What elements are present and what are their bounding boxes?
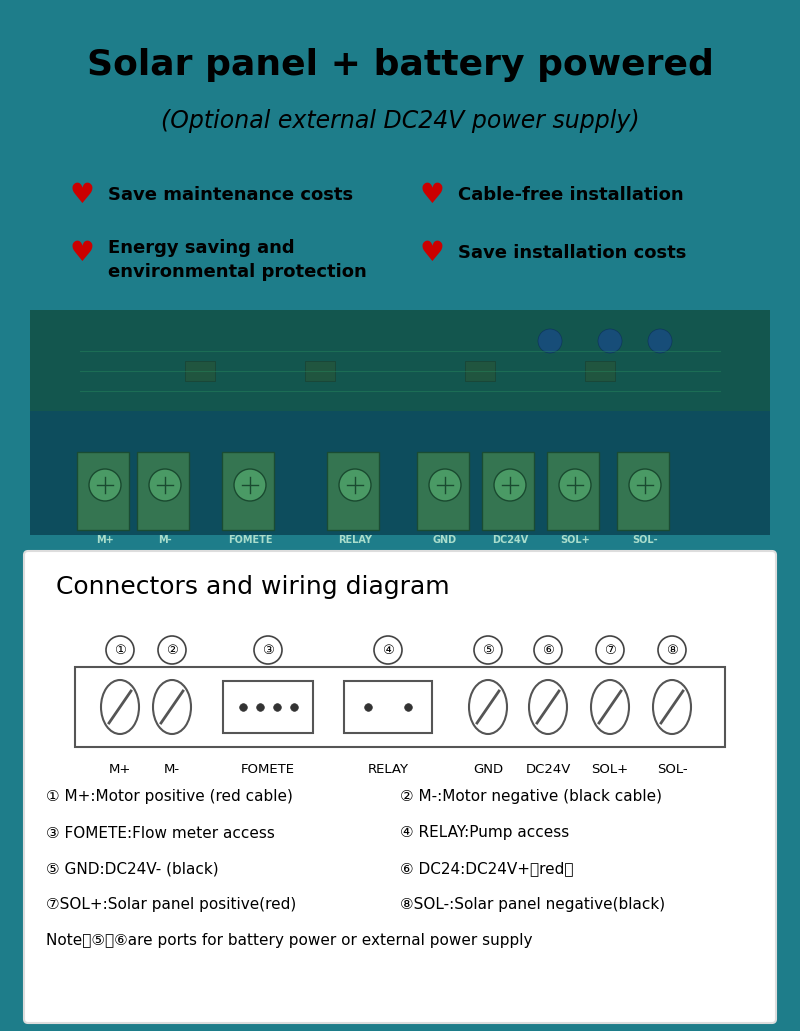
- Text: ⑤ GND:DC24V- (black): ⑤ GND:DC24V- (black): [46, 862, 218, 876]
- Bar: [30, 310, 770, 411]
- Bar: [137, 452, 189, 530]
- Bar: [305, 361, 335, 381]
- Circle shape: [89, 469, 121, 501]
- Circle shape: [429, 469, 461, 501]
- Text: GND: GND: [473, 763, 503, 776]
- Text: M+: M+: [96, 535, 114, 545]
- FancyBboxPatch shape: [24, 551, 776, 1023]
- Text: ♥: ♥: [70, 181, 94, 209]
- Circle shape: [538, 329, 562, 353]
- Bar: [327, 452, 379, 530]
- Text: SOL+: SOL+: [591, 763, 629, 776]
- Circle shape: [598, 329, 622, 353]
- Text: ②: ②: [166, 643, 178, 657]
- Text: Note：⑤、⑥are ports for battery power or external power supply: Note：⑤、⑥are ports for battery power or e…: [46, 933, 533, 949]
- Text: ⑧: ⑧: [666, 643, 678, 657]
- Circle shape: [149, 469, 181, 501]
- Ellipse shape: [653, 680, 691, 734]
- Text: GND: GND: [433, 535, 457, 545]
- Circle shape: [374, 636, 402, 664]
- Text: ② M-:Motor negative (black cable): ② M-:Motor negative (black cable): [400, 790, 662, 804]
- Text: Energy saving and
environmental protection: Energy saving and environmental protecti…: [108, 239, 366, 280]
- Text: ③ FOMETE:Flow meter access: ③ FOMETE:Flow meter access: [46, 826, 275, 840]
- Circle shape: [339, 469, 371, 501]
- Text: ③: ③: [262, 643, 274, 657]
- Circle shape: [158, 636, 186, 664]
- Ellipse shape: [591, 680, 629, 734]
- Text: ① M+:Motor positive (red cable): ① M+:Motor positive (red cable): [46, 790, 293, 804]
- Bar: [482, 452, 534, 530]
- Text: ⑦SOL+:Solar panel positive(red): ⑦SOL+:Solar panel positive(red): [46, 898, 296, 912]
- Bar: [77, 452, 129, 530]
- Text: ⑥ DC24:DC24V+（red）: ⑥ DC24:DC24V+（red）: [400, 862, 574, 876]
- Bar: [547, 452, 599, 530]
- Bar: [344, 681, 432, 733]
- Text: Connectors and wiring diagram: Connectors and wiring diagram: [56, 575, 450, 599]
- Text: DC24V: DC24V: [526, 763, 570, 776]
- Ellipse shape: [529, 680, 567, 734]
- Text: RELAY: RELAY: [367, 763, 409, 776]
- Text: M-: M-: [158, 535, 172, 545]
- Text: SOL+: SOL+: [560, 535, 590, 545]
- Circle shape: [254, 636, 282, 664]
- Text: SOL-: SOL-: [632, 535, 658, 545]
- Text: ⑦: ⑦: [604, 643, 616, 657]
- Bar: [223, 681, 313, 733]
- Bar: [465, 361, 495, 381]
- Bar: [417, 452, 469, 530]
- Circle shape: [559, 469, 591, 501]
- Text: RELAY: RELAY: [338, 535, 372, 545]
- Text: ⑧SOL-:Solar panel negative(black): ⑧SOL-:Solar panel negative(black): [400, 898, 665, 912]
- Bar: [30, 310, 770, 535]
- Text: ①: ①: [114, 643, 126, 657]
- Bar: [75, 667, 725, 747]
- Circle shape: [234, 469, 266, 501]
- Circle shape: [494, 469, 526, 501]
- Text: Save maintenance costs: Save maintenance costs: [108, 186, 353, 204]
- Text: FOMETE: FOMETE: [228, 535, 272, 545]
- Bar: [585, 361, 615, 381]
- Circle shape: [534, 636, 562, 664]
- Bar: [222, 452, 274, 530]
- Circle shape: [106, 636, 134, 664]
- Text: Cable-free installation: Cable-free installation: [458, 186, 684, 204]
- Text: ♥: ♥: [419, 181, 445, 209]
- Text: M+: M+: [109, 763, 131, 776]
- Circle shape: [474, 636, 502, 664]
- Text: SOL-: SOL-: [657, 763, 687, 776]
- Bar: [185, 361, 215, 381]
- Text: ♥: ♥: [419, 239, 445, 267]
- Ellipse shape: [153, 680, 191, 734]
- Bar: [617, 452, 669, 530]
- Text: ④ RELAY:Pump access: ④ RELAY:Pump access: [400, 826, 570, 840]
- Circle shape: [629, 469, 661, 501]
- Circle shape: [648, 329, 672, 353]
- Text: (Optional external DC24V power supply): (Optional external DC24V power supply): [161, 109, 639, 133]
- Text: ♥: ♥: [70, 239, 94, 267]
- Text: FOMETE: FOMETE: [241, 763, 295, 776]
- Text: ④: ④: [382, 643, 394, 657]
- Ellipse shape: [101, 680, 139, 734]
- Text: ⑤: ⑤: [482, 643, 494, 657]
- Text: M-: M-: [164, 763, 180, 776]
- Text: Save installation costs: Save installation costs: [458, 244, 686, 262]
- Circle shape: [596, 636, 624, 664]
- Text: Solar panel + battery powered: Solar panel + battery powered: [86, 48, 714, 82]
- Text: ⑥: ⑥: [542, 643, 554, 657]
- Ellipse shape: [469, 680, 507, 734]
- Text: DC24V: DC24V: [492, 535, 528, 545]
- Circle shape: [658, 636, 686, 664]
